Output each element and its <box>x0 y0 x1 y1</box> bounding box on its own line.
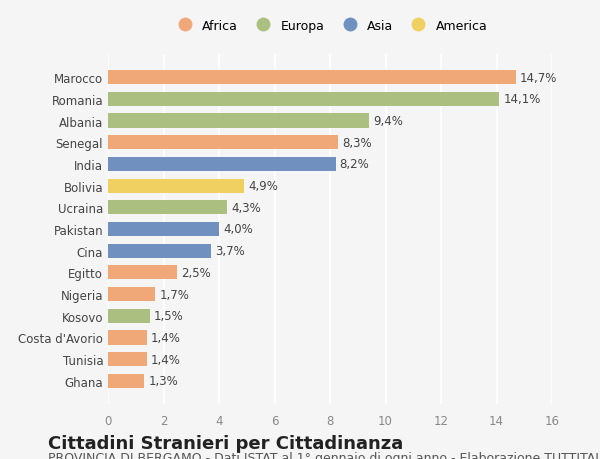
Text: 9,4%: 9,4% <box>373 115 403 128</box>
Bar <box>108 114 369 129</box>
Text: 4,0%: 4,0% <box>223 223 253 236</box>
Text: PROVINCIA DI BERGAMO - Dati ISTAT al 1° gennaio di ogni anno - Elaborazione TUTT: PROVINCIA DI BERGAMO - Dati ISTAT al 1° … <box>48 451 600 459</box>
Bar <box>108 136 338 150</box>
Bar <box>108 179 244 193</box>
Bar <box>108 287 155 302</box>
Text: 1,4%: 1,4% <box>151 331 181 344</box>
Text: Cittadini Stranieri per Cittadinanza: Cittadini Stranieri per Cittadinanza <box>48 434 403 452</box>
Text: 4,3%: 4,3% <box>232 202 261 214</box>
Text: 8,3%: 8,3% <box>343 136 372 149</box>
Bar <box>108 93 499 106</box>
Text: 3,7%: 3,7% <box>215 245 245 257</box>
Bar <box>108 223 219 236</box>
Bar <box>108 330 147 345</box>
Text: 8,2%: 8,2% <box>340 158 370 171</box>
Bar <box>108 266 178 280</box>
Bar <box>108 201 227 215</box>
Text: 1,4%: 1,4% <box>151 353 181 366</box>
Text: 1,7%: 1,7% <box>160 288 189 301</box>
Bar <box>108 374 144 388</box>
Bar <box>108 309 149 323</box>
Bar <box>108 157 335 172</box>
Bar <box>108 71 516 85</box>
Text: 2,5%: 2,5% <box>182 266 211 279</box>
Bar <box>108 244 211 258</box>
Text: 4,9%: 4,9% <box>248 180 278 193</box>
Legend: Africa, Europa, Asia, America: Africa, Europa, Asia, America <box>169 16 491 36</box>
Bar <box>108 353 147 366</box>
Text: 1,3%: 1,3% <box>148 375 178 387</box>
Text: 1,5%: 1,5% <box>154 310 184 323</box>
Text: 14,7%: 14,7% <box>520 72 557 84</box>
Text: 14,1%: 14,1% <box>503 93 541 106</box>
